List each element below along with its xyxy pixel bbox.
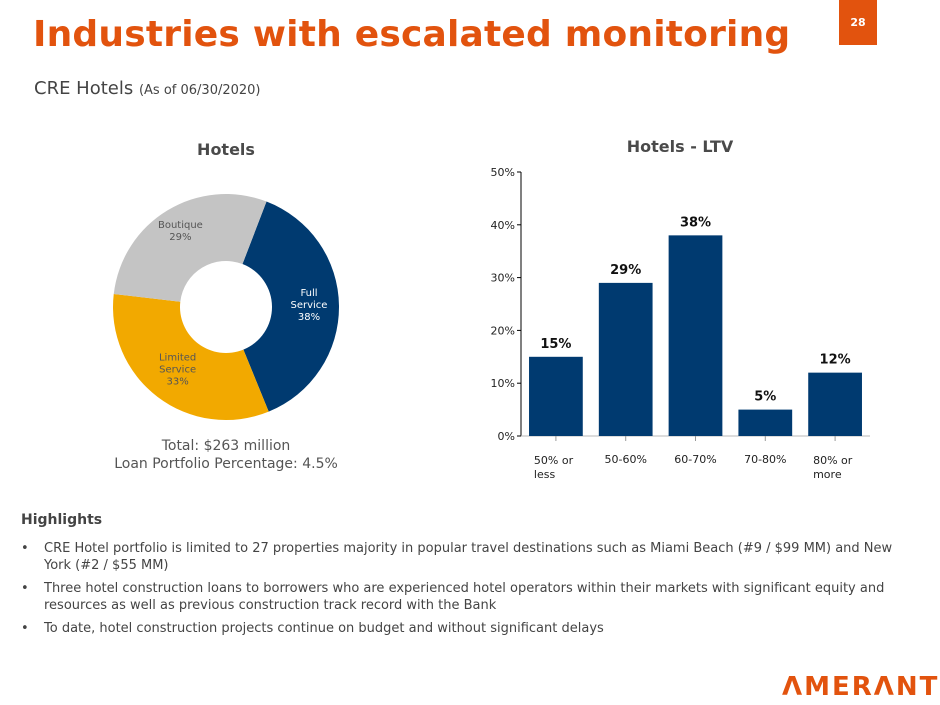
highlight-text: CRE Hotel portfolio is limited to 27 pro… xyxy=(44,541,893,573)
subtitle-main: CRE Hotels xyxy=(34,78,134,99)
bar xyxy=(808,372,862,436)
bar-data-label: 5% xyxy=(754,390,776,405)
list-item: • To date, hotel construction projects c… xyxy=(21,620,911,637)
bar xyxy=(668,235,723,436)
bullet-icon: • xyxy=(21,581,29,596)
highlight-text: To date, hotel construction projects con… xyxy=(44,621,604,636)
pie-portfolio-percentage-text: Loan Portfolio Percentage: 4.5% xyxy=(114,456,338,472)
pie-chart-title: Hotels xyxy=(197,140,255,159)
bar-data-label: 12% xyxy=(820,353,851,368)
pie-slice-label-boutique: Boutique 29% xyxy=(158,220,203,243)
bar-chart-title: Hotels - LTV xyxy=(626,137,734,156)
bar xyxy=(738,409,793,436)
highlights-list: • CRE Hotel portfolio is limited to 27 p… xyxy=(21,540,911,643)
bar-data-label: 38% xyxy=(680,215,711,230)
y-tick-label: 10% xyxy=(491,377,515,390)
pie-slice-label-full-service: Full Service 38% xyxy=(291,288,328,323)
bullet-icon: • xyxy=(21,621,29,636)
bar-data-label: 29% xyxy=(610,263,641,278)
bullet-icon: • xyxy=(21,541,29,556)
x-tick-label: 60-70% xyxy=(674,453,716,466)
highlight-text: Three hotel construction loans to borrow… xyxy=(44,581,885,613)
y-tick-label: 30% xyxy=(491,272,515,285)
hotels-ltv-bar-chart: 0% 10% 20% 30% 40% 50% 15% 50% or less 29% 50-60% 3… xyxy=(491,166,870,481)
pie-slice-label-limited-service: Limited Service 33% xyxy=(159,353,196,388)
y-tick-label: 0% xyxy=(498,430,515,443)
page-number: 28 xyxy=(850,16,866,29)
y-tick-label: 50% xyxy=(491,166,515,179)
subtitle: CRE Hotels (As of 06/30/2020) xyxy=(34,78,261,99)
page-title: Industries with escalated monitoring xyxy=(33,14,791,55)
pie-footnote: Total: $263 million Loan Portfolio Perce… xyxy=(0,437,452,473)
bar xyxy=(529,356,583,436)
pie-slice-full-service xyxy=(242,201,339,412)
x-tick-label: 50% or less xyxy=(534,454,574,481)
x-tick-label: 70-80% xyxy=(744,453,786,466)
subtitle-date-note: (As of 06/30/2020) xyxy=(138,83,261,98)
pie-total-text: Total: $263 million xyxy=(161,438,291,454)
y-tick-label: 20% xyxy=(491,324,515,337)
pie-slice-boutique xyxy=(113,194,267,302)
page-number-badge: 28 xyxy=(839,0,877,45)
highlights-heading: Highlights xyxy=(21,512,103,528)
bar-data-label: 15% xyxy=(540,337,571,352)
hotels-donut-chart: Full Service 38% Limited Service 33% Boutique 2… xyxy=(112,194,339,420)
pie-slice-limited-service xyxy=(112,294,269,420)
y-tick-label: 40% xyxy=(491,219,515,232)
bar xyxy=(598,282,653,436)
list-item: • CRE Hotel portfolio is limited to 27 p… xyxy=(21,540,911,574)
x-tick-label: 80% or more xyxy=(813,454,853,481)
x-tick-label: 50-60% xyxy=(604,453,646,466)
list-item: • Three hotel construction loans to borr… xyxy=(21,580,911,614)
amerant-logo: ΛMERΛNT xyxy=(782,672,940,702)
